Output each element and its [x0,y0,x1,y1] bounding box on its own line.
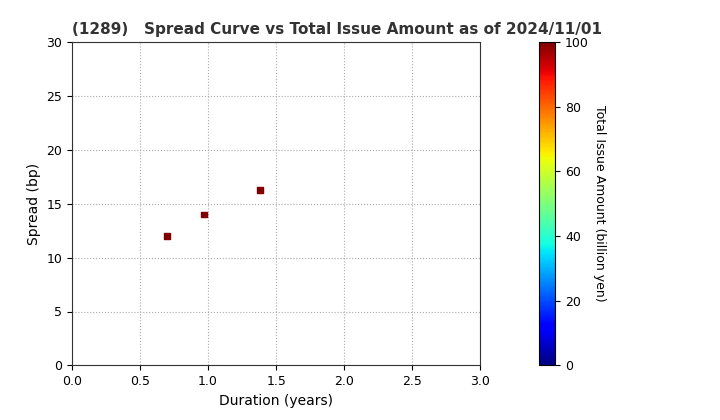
Point [254,186,266,193]
Point [198,211,210,218]
X-axis label: Duration (years): Duration (years) [219,394,333,408]
Text: (1289)   Spread Curve vs Total Issue Amount as of 2024/11/01: (1289) Spread Curve vs Total Issue Amoun… [72,22,602,37]
Y-axis label: Spread (bp): Spread (bp) [27,163,41,245]
Point [161,233,173,239]
Y-axis label: Total Issue Amount (billion yen): Total Issue Amount (billion yen) [593,105,606,302]
